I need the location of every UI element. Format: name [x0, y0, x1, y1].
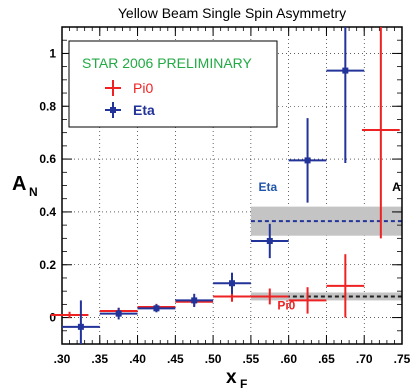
- x-tick-label: .45: [167, 352, 184, 366]
- reference-bands: [250, 206, 402, 301]
- x-tick-label: .35: [91, 352, 108, 366]
- x-axis-label: x: [226, 367, 237, 388]
- y-axis-label: A: [12, 173, 26, 195]
- series-eta: [62, 27, 365, 344]
- legend-entry-eta: Eta: [105, 102, 155, 118]
- series-layer: [50, 27, 400, 344]
- x-axis-label-subscript: F: [240, 377, 247, 391]
- x-tick-label: .60: [280, 352, 297, 366]
- annotation: A: [392, 180, 401, 194]
- data-point: [250, 223, 289, 259]
- x-tick-label: .65: [318, 352, 335, 366]
- annotations: Eta Pi0 A: [258, 180, 401, 313]
- x-tick-label: .30: [54, 352, 71, 366]
- data-point: [250, 288, 289, 305]
- y-axis-label-subscript: N: [29, 185, 38, 199]
- y-tick-label: 0.6: [39, 152, 56, 166]
- x-tick-label: .40: [129, 352, 146, 366]
- data-point: [99, 307, 138, 320]
- data-point: [213, 272, 251, 294]
- x-tick-label: .50: [205, 352, 222, 366]
- legend-entries: Pi0 Eta: [105, 80, 155, 118]
- legend-marker-dot: [110, 107, 116, 113]
- y-tick-label: 0.8: [39, 99, 56, 113]
- data-point: [326, 254, 365, 318]
- annotation: Eta: [258, 180, 277, 194]
- legend-label: Eta: [133, 102, 155, 118]
- x-tick-label: .55: [243, 352, 260, 366]
- axis-ticks: .30 .35 .40 .45 .50 .55 .60 .65 .70 .75 0 0.2 0.4 0.6…: [39, 26, 411, 366]
- annotation: Pi0: [277, 299, 295, 313]
- marker: [191, 297, 198, 304]
- data-point: [137, 304, 176, 313]
- y-tick-label: 0: [49, 311, 56, 325]
- legend-box: [68, 40, 278, 128]
- y-tick-label: 1: [49, 46, 56, 60]
- legend-label: Pi0: [133, 80, 153, 96]
- data-point: [50, 311, 89, 319]
- reference-band: [250, 206, 402, 236]
- marker: [153, 305, 160, 312]
- data-point: [62, 300, 100, 344]
- marker: [342, 67, 349, 74]
- legend-header: STAR 2006 PRELIMINARY: [82, 55, 253, 71]
- legend: STAR 2006 PRELIMINARY Pi0 Eta: [68, 40, 278, 128]
- marker: [115, 310, 122, 317]
- marker: [304, 157, 311, 164]
- data-point: [288, 287, 327, 314]
- marker: [229, 280, 235, 287]
- y-tick-label: 0.2: [39, 258, 56, 272]
- x-tick-label: .75: [394, 352, 411, 366]
- data-point: [326, 27, 365, 164]
- reference-band: [250, 292, 402, 301]
- data-point: [361, 27, 400, 239]
- chart-title: Yellow Beam Single Spin Asymmetry: [118, 5, 346, 21]
- marker: [266, 237, 273, 244]
- data-point: [175, 293, 214, 308]
- data-point: [288, 118, 327, 203]
- legend-entry-pi0: Pi0: [105, 80, 153, 96]
- x-tick-label: .70: [356, 352, 373, 366]
- marker: [77, 323, 84, 330]
- y-tick-label: 0.4: [39, 205, 56, 219]
